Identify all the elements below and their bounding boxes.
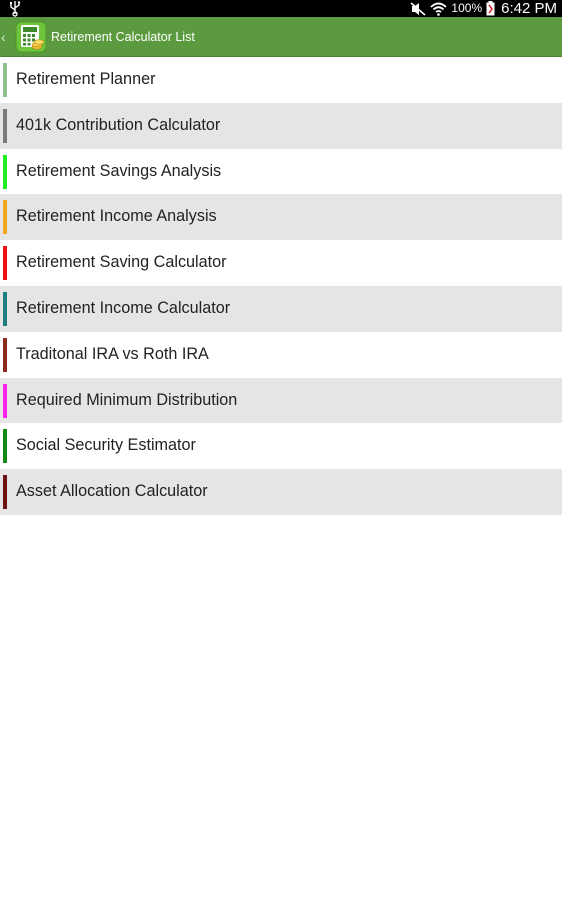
action-bar: ‹ Retirement Calculator List <box>0 17 562 57</box>
battery-percent: 100% <box>451 1 483 15</box>
color-stripe <box>3 383 7 418</box>
list-item[interactable]: Traditonal IRA vs Roth IRA <box>0 331 562 378</box>
list-item[interactable]: Asset Allocation Calculator <box>0 469 562 515</box>
list-item[interactable]: 401k Contribution Calculator <box>0 102 562 149</box>
status-bar: 100% 6:42 PM <box>0 0 562 17</box>
list-item-label: 401k Contribution Calculator <box>16 115 221 134</box>
list-item[interactable]: Retirement Income Analysis <box>0 194 562 241</box>
list-item-label: Social Security Estimator <box>16 436 196 455</box>
color-stripe <box>3 429 7 464</box>
list-item[interactable]: Retirement Saving Calculator <box>0 240 562 286</box>
color-stripe <box>3 63 7 97</box>
wifi-icon <box>430 2 448 16</box>
color-stripe <box>3 200 7 235</box>
calculator-app-icon[interactable] <box>15 21 47 53</box>
list-item-label: Retirement Planner <box>16 70 156 88</box>
mute-icon <box>410 1 426 16</box>
back-chevron-icon[interactable]: ‹ <box>1 29 6 45</box>
clock: 6:42 PM <box>501 0 557 17</box>
list-item[interactable]: Required Minimum Distribution <box>0 377 562 424</box>
battery-icon <box>486 1 495 16</box>
color-stripe <box>3 291 7 326</box>
list-item-label: Retirement Income Calculator <box>16 298 231 317</box>
color-stripe <box>3 246 7 281</box>
list-item[interactable]: Retirement Income Calculator <box>0 285 562 332</box>
list-item-label: Required Minimum Distribution <box>16 390 238 409</box>
list-item[interactable]: Social Security Estimator <box>0 423 562 470</box>
usb-icon <box>10 1 21 17</box>
list-item[interactable]: Retirement Planner <box>0 57 562 103</box>
page-title: Retirement Calculator List <box>51 30 195 44</box>
list-item-label: Retirement Savings Analysis <box>16 161 222 180</box>
color-stripe <box>3 154 7 189</box>
list-item-label: Traditonal IRA vs Roth IRA <box>16 344 209 363</box>
list-item-label: Asset Allocation Calculator <box>16 482 208 501</box>
color-stripe <box>3 337 7 372</box>
calculator-list: Retirement Planner 401k Contribution Calc… <box>0 57 562 515</box>
list-item-label: Retirement Income Analysis <box>16 207 217 226</box>
list-item[interactable]: Retirement Savings Analysis <box>0 148 562 195</box>
color-stripe <box>3 475 7 510</box>
list-item-label: Retirement Saving Calculator <box>16 253 227 272</box>
color-stripe <box>3 108 7 143</box>
